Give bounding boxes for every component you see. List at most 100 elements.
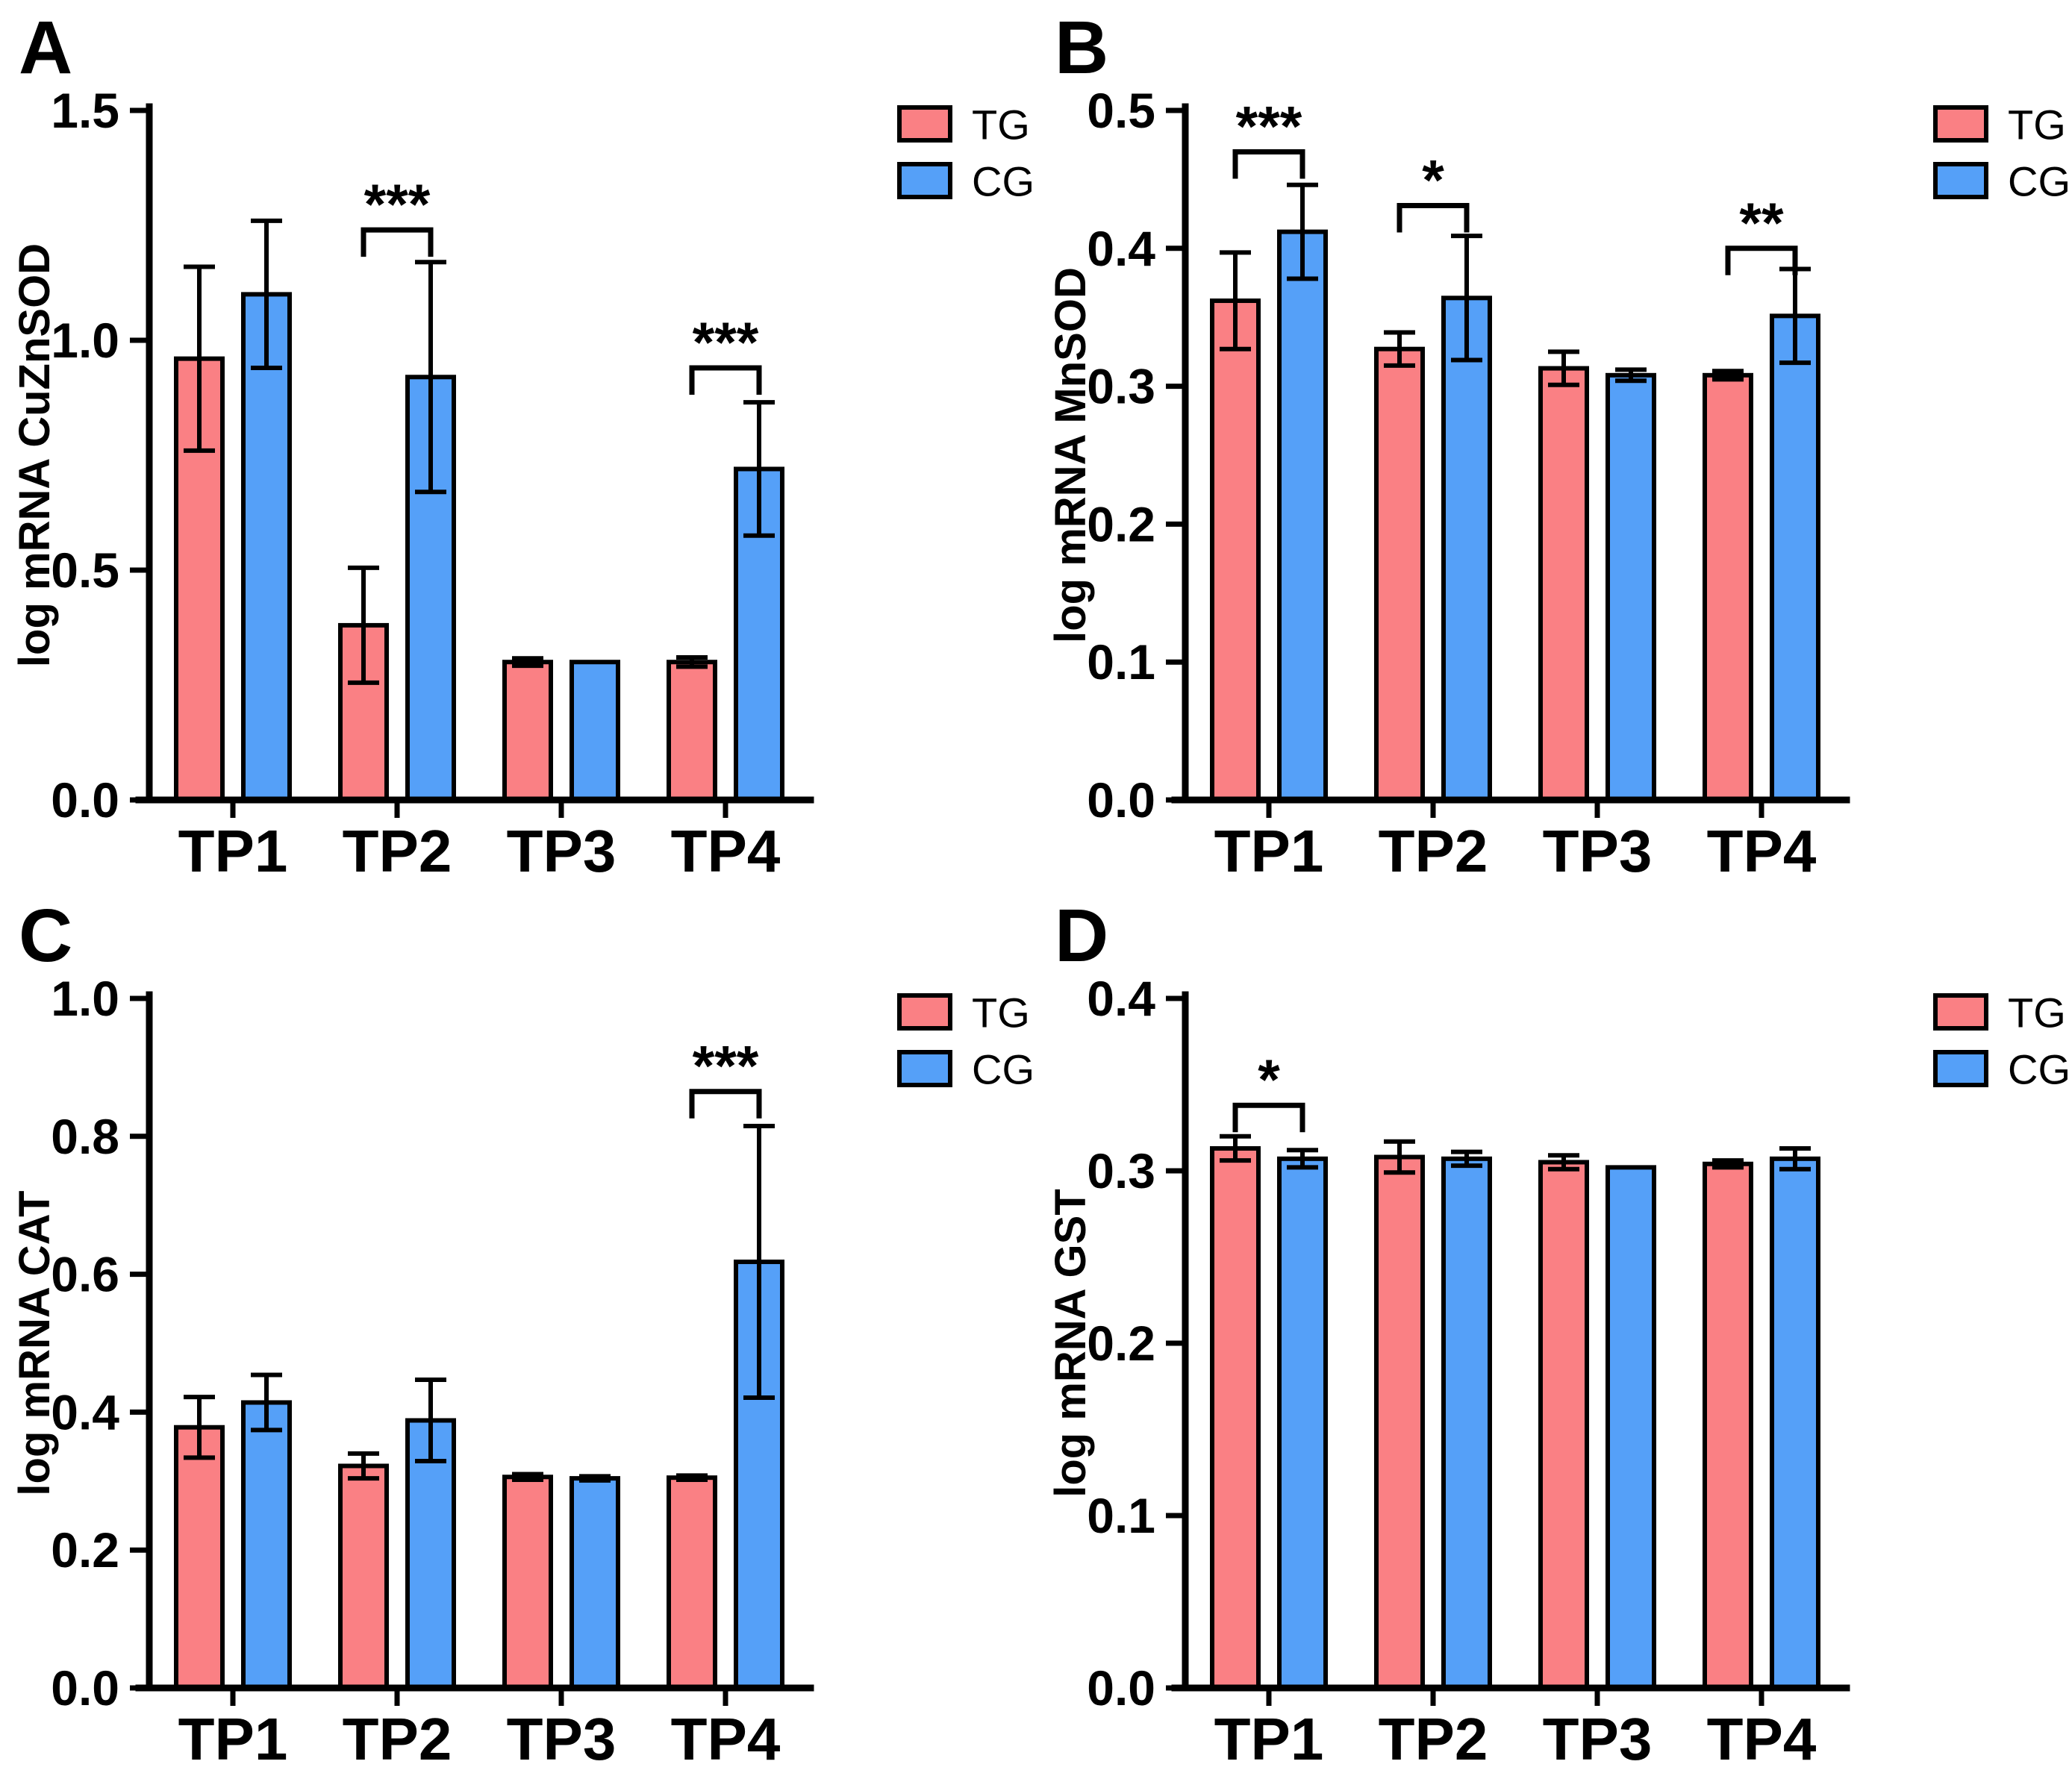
x-category-label: TP4 (1707, 1706, 1817, 1772)
sig-bracket-tp4 (689, 365, 762, 395)
panel-d: D 0.0 0.1 0.2 0.3 0.4 TP1 TP2 TP3 TP4 log mRNA GS… (1036, 888, 2072, 1775)
bar-tg-tp1 (1210, 1145, 1261, 1691)
bar-cg-tp2 (1441, 1156, 1492, 1690)
x-category-label: TP4 (1707, 818, 1817, 884)
y-tick-label: 0.0 (1087, 1660, 1155, 1716)
y-axis-title: log mRNA CAT (10, 1190, 59, 1495)
x-category-label: TP1 (178, 818, 288, 884)
panel-label-d: D (1055, 894, 1109, 978)
sig-bracket-tp1 (1232, 148, 1305, 179)
panel-a-chart: 0.0 0.5 1.0 1.5 TP1 TP2 TP3 TP4 log mRNA CuZnSOD… (10, 83, 1035, 884)
panel-b-chart: 0.0 0.1 0.2 0.3 0.4 0.5 TP1 TP2 TP3 TP4 log mRNA M… (1046, 83, 2071, 884)
x-category-label: TP1 (178, 1706, 288, 1772)
sig-bracket-tp1 (1232, 1102, 1305, 1133)
y-axis-title: log mRNA MnSOD (1046, 267, 1095, 643)
y-tick-label: 0.0 (1087, 772, 1155, 828)
y-tick-label: 0.0 (51, 1660, 119, 1716)
bar-cg-tp2 (1441, 296, 1492, 802)
bar-cg-tp3 (1606, 372, 1656, 803)
panel-label-b: B (1055, 6, 1109, 90)
sig-stars-tp4: *** (693, 311, 759, 375)
legend-label-cg: CG (972, 1046, 1035, 1093)
x-category-label: TP2 (343, 818, 452, 884)
x-category-label: TP3 (1543, 1706, 1653, 1772)
legend-swatch-tg (1933, 993, 1988, 1031)
bar-tg-tp4 (1703, 1161, 1753, 1690)
panel-label-c: C (19, 894, 73, 978)
bar-tg-tp2 (1374, 346, 1425, 803)
y-tick-label: 0.2 (1087, 496, 1155, 551)
y-tick-label: 0.4 (1087, 971, 1155, 1026)
y-tick-label: 0.5 (1087, 83, 1155, 138)
legend-swatch-cg (1933, 1050, 1988, 1087)
y-tick-label: 0.5 (51, 543, 119, 598)
y-tick-label: 0.1 (1087, 634, 1155, 690)
sig-stars-tp2: *** (364, 173, 431, 237)
sig-bracket-tp2 (361, 227, 434, 257)
bar-cg-tp1 (1277, 1156, 1328, 1690)
sig-stars-tp1: * (1258, 1048, 1280, 1112)
legend-label-tg: TG (972, 101, 1030, 148)
bar-tg-tp1 (1210, 298, 1261, 802)
y-tick-label: 1.5 (51, 83, 119, 138)
x-category-label: TP1 (1214, 1706, 1324, 1772)
legend-swatch-tg (1933, 105, 1988, 143)
legend-label-tg: TG (972, 989, 1030, 1036)
y-axis-title: log mRNA GST (1046, 1189, 1095, 1498)
bar-cg-tp1 (1277, 229, 1328, 802)
sig-bracket-tp4 (1725, 246, 1798, 275)
bar-tg-tp3 (1538, 1160, 1589, 1690)
legend-label-cg: CG (2008, 1046, 2071, 1093)
y-axis-title: log mRNA CuZnSOD (10, 243, 59, 667)
x-category-label: TP2 (343, 1706, 452, 1772)
bar-tg-tp3 (1538, 366, 1589, 802)
panel-a: A 0.0 0.5 1.0 1.5 TP1 TP2 TP3 TP4 log mRNA CuZnS… (0, 0, 1036, 888)
x-category-label: TP3 (507, 1706, 617, 1772)
bar-cg-tp4 (1770, 313, 1820, 802)
bar-cg-tp3 (570, 660, 620, 803)
x-category-label: TP2 (1379, 1706, 1488, 1772)
panel-c: C 0.0 0.2 0.4 0.6 0.8 1.0 TP1 TP2 TP3 TP4 log mRNA… (0, 888, 1036, 1775)
bar-tg-tp3 (502, 660, 553, 803)
x-category-label: TP2 (1379, 818, 1488, 884)
legend-swatch-cg (897, 1050, 952, 1087)
bar-tg-tp1 (174, 1425, 225, 1691)
x-category-label: TP3 (507, 818, 617, 884)
y-tick-label: 1.0 (51, 971, 119, 1026)
legend-label-tg: TG (2008, 101, 2066, 148)
legend-swatch-cg (897, 162, 952, 199)
panel-label-a: A (19, 6, 73, 90)
bar-cg-tp3 (1606, 1165, 1656, 1690)
y-tick-label: 0.4 (1087, 221, 1155, 276)
bar-tg-tp2 (338, 1463, 389, 1690)
sig-stars-tp4: ** (1739, 192, 1784, 255)
sig-bracket-tp4 (689, 1089, 762, 1119)
y-tick-label: 0.2 (1087, 1316, 1155, 1371)
sig-stars-tp4: *** (693, 1035, 759, 1098)
bar-cg-tp3 (570, 1476, 620, 1690)
legend-swatch-tg (897, 105, 952, 143)
y-tick-label: 0.2 (51, 1522, 119, 1578)
x-category-label: TP4 (671, 818, 781, 884)
bar-tg-tp4 (667, 660, 717, 803)
panel-c-chart: 0.0 0.2 0.4 0.6 0.8 1.0 TP1 TP2 TP3 TP4 log mRNA C… (10, 971, 1035, 1772)
sig-stars-tp2: * (1422, 149, 1444, 213)
y-tick-label: 1.0 (51, 313, 119, 368)
bar-cg-tp1 (241, 292, 292, 802)
x-category-label: TP4 (671, 1706, 781, 1772)
y-tick-label: 0.1 (1087, 1488, 1155, 1543)
panel-b: B 0.0 0.1 0.2 0.3 0.4 0.5 TP1 TP2 TP3 TP4 log mRNA… (1036, 0, 2072, 888)
legend-label-cg: CG (2008, 158, 2071, 205)
legend-label-tg: TG (2008, 989, 2066, 1036)
y-tick-label: 0.0 (51, 772, 119, 828)
y-tick-label: 0.6 (51, 1247, 119, 1302)
bar-tg-tp4 (1703, 372, 1753, 803)
bar-tg-tp3 (502, 1475, 553, 1690)
y-tick-label: 0.3 (1087, 359, 1155, 414)
sig-stars-tp1: *** (1236, 95, 1302, 158)
bar-tg-tp2 (1374, 1154, 1425, 1690)
bar-cg-tp4 (1770, 1156, 1820, 1690)
x-category-label: TP1 (1214, 818, 1324, 884)
y-tick-label: 0.3 (1087, 1143, 1155, 1198)
